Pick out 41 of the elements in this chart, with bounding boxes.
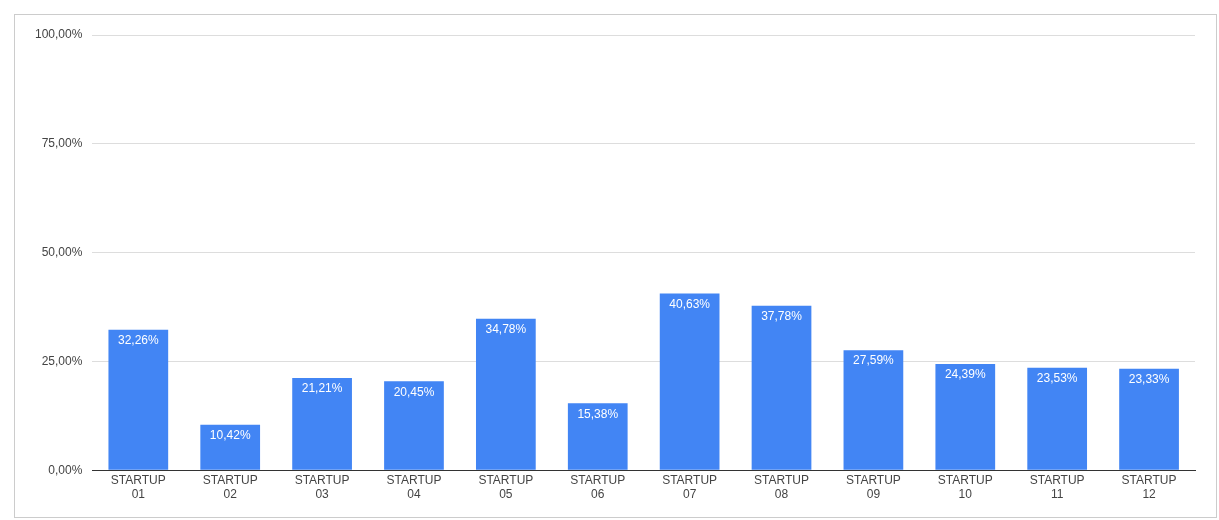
data-label: 37,78% (761, 309, 803, 324)
x-tick-label: STARTUP 05 (478, 472, 534, 502)
bar (843, 350, 904, 470)
data-label: 20,45% (393, 384, 435, 399)
y-tick-label: 0,00% (48, 462, 83, 477)
bar (476, 318, 536, 470)
x-tick-label: STARTUP 10 (937, 472, 993, 502)
data-label: 10,42% (209, 428, 251, 443)
bar (751, 305, 812, 470)
bar (567, 403, 628, 470)
data-label: 27,59% (853, 353, 895, 368)
bar (108, 329, 169, 470)
bar (384, 381, 444, 470)
bar (659, 293, 720, 470)
bar (292, 377, 352, 470)
bar (935, 364, 996, 470)
y-tick-label: 100,00% (35, 27, 83, 42)
data-label: 24,39% (944, 367, 986, 382)
x-tick-label: STARTUP 07 (662, 472, 718, 502)
y-tick-label: 50,00% (41, 244, 83, 259)
x-tick-label: STARTUP 01 (110, 472, 166, 502)
data-label: 23,53% (1036, 371, 1078, 386)
y-tick-label: 75,00% (41, 136, 83, 151)
x-tick-label: STARTUP 12 (1121, 472, 1177, 502)
data-label: 40,63% (669, 296, 711, 311)
x-tick-label: STARTUP 03 (294, 472, 350, 502)
data-label: 32,26% (117, 333, 159, 348)
x-tick-label: STARTUP 09 (845, 472, 901, 502)
data-label: 23,33% (1128, 371, 1170, 386)
x-tick-label: STARTUP 02 (202, 472, 258, 502)
x-tick-label: STARTUP 06 (570, 472, 626, 502)
y-tick-label: 25,00% (41, 353, 83, 368)
bar (1119, 368, 1179, 470)
x-tick-label: STARTUP 08 (754, 472, 809, 502)
data-label: 15,38% (577, 406, 619, 421)
x-tick-label: STARTUP 04 (386, 472, 442, 502)
x-tick-label: STARTUP 11 (1029, 472, 1085, 502)
data-label: 34,78% (485, 322, 527, 337)
bar (200, 424, 261, 470)
bar (1027, 367, 1088, 470)
data-label: 21,21% (301, 381, 343, 396)
